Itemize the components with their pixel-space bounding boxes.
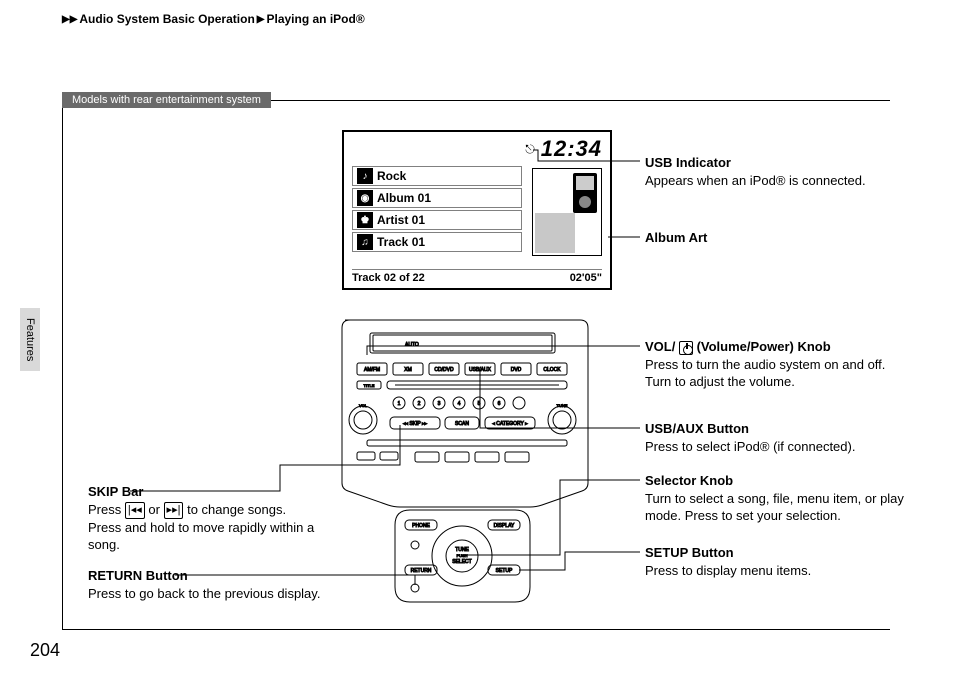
callout-body: Press |◂◂ or ▸▸| to change songs.: [88, 501, 318, 519]
svg-text:5: 5: [478, 401, 481, 407]
genre-label: Rock: [377, 169, 406, 183]
callout-usb-indicator: USB Indicator Appears when an iPod® is c…: [645, 154, 866, 189]
artist-icon: ♚: [357, 212, 373, 228]
album-art-image: [535, 213, 575, 253]
display-screen: ⎋ 12:34 ♪ Rock ◉ Album 01 ♚ Artist 01 ♫ …: [342, 130, 612, 290]
svg-text:SELECT: SELECT: [452, 559, 471, 565]
usb-icon: ⎋: [525, 142, 535, 157]
svg-text:USB/AUX: USB/AUX: [469, 367, 492, 373]
callout-album-art: Album Art: [645, 229, 707, 247]
svg-text:PHONE: PHONE: [412, 523, 430, 529]
model-label: Models with rear entertainment system: [62, 92, 271, 108]
svg-text:6: 6: [498, 401, 501, 407]
svg-text:TITLE: TITLE: [364, 383, 375, 388]
head-unit: AUTO AM/FM XM CD/DVD USB/AUX DVD CLOCK T…: [315, 315, 610, 610]
track-icon: ♫: [357, 234, 373, 250]
callout-body: Turn to adjust the volume.: [645, 373, 885, 391]
callout-usb-aux: USB/AUX Button Press to select iPod® (if…: [645, 420, 855, 455]
svg-text:SETUP: SETUP: [496, 568, 513, 574]
track-label: Track 01: [377, 235, 425, 249]
svg-text:2: 2: [418, 401, 421, 407]
page-number: 204: [30, 640, 60, 661]
callout-title: USB Indicator: [645, 154, 866, 172]
row-artist: ♚ Artist 01: [352, 210, 522, 230]
svg-text:DVD: DVD: [511, 367, 522, 373]
album-art-panel: [532, 168, 602, 256]
skip-fwd-icon: ▸▸|: [164, 502, 184, 519]
svg-text:◂◂ SKIP ▸▸: ◂◂ SKIP ▸▸: [403, 421, 428, 427]
callout-title: Album Art: [645, 229, 707, 247]
svg-text:AM/FM: AM/FM: [364, 367, 380, 373]
callout-body: Press to display menu items.: [645, 562, 811, 580]
svg-text:VOL: VOL: [359, 403, 368, 408]
callout-vol-knob: VOL/ (Volume/Power) Knob Press to turn t…: [645, 338, 885, 391]
svg-text:SCAN: SCAN: [455, 421, 469, 427]
breadcrumb-section-1: Audio System Basic Operation: [79, 12, 254, 26]
track-elapsed: 02'05": [570, 272, 602, 284]
callout-title: RETURN Button: [88, 567, 320, 585]
row-genre: ♪ Rock: [352, 166, 522, 186]
row-track: ♫ Track 01: [352, 232, 522, 252]
row-album: ◉ Album 01: [352, 188, 522, 208]
callout-skip-bar: SKIP Bar Press |◂◂ or ▸▸| to change song…: [88, 483, 318, 554]
svg-text:DISPLAY: DISPLAY: [494, 523, 515, 529]
svg-text:RETURN: RETURN: [411, 568, 432, 574]
track-counter: Track 02 of 22: [352, 272, 425, 284]
callout-body: Appears when an iPod® is connected.: [645, 172, 866, 190]
callout-title: VOL/ (Volume/Power) Knob: [645, 338, 885, 356]
side-tab-features: Features: [20, 308, 40, 371]
breadcrumb: ▶▶ Audio System Basic Operation ▶ Playin…: [62, 12, 365, 26]
album-icon: ◉: [357, 190, 373, 206]
chevron-icon: ▶: [257, 14, 265, 25]
ipod-icon: [573, 173, 597, 213]
callout-title: SETUP Button: [645, 544, 811, 562]
clock-time: 12:34: [541, 136, 602, 162]
svg-text:4: 4: [458, 401, 461, 407]
callout-title: SKIP Bar: [88, 483, 318, 501]
callout-body: Turn to select a song, file, menu item, …: [645, 490, 905, 525]
svg-text:1: 1: [398, 401, 401, 407]
callout-title: Selector Knob: [645, 472, 905, 490]
auto-label: AUTO: [405, 342, 419, 348]
artist-label: Artist 01: [377, 213, 425, 227]
svg-text:PUSH: PUSH: [456, 553, 467, 558]
svg-text:3: 3: [438, 401, 441, 407]
callout-selector-knob: Selector Knob Turn to select a song, fil…: [645, 472, 905, 525]
svg-text:CLOCK: CLOCK: [543, 367, 561, 373]
svg-text:XM: XM: [404, 367, 412, 373]
genre-icon: ♪: [357, 168, 373, 184]
callout-body: Press to go back to the previous display…: [88, 585, 320, 603]
breadcrumb-section-2: Playing an iPod®: [266, 12, 364, 26]
callout-body: Press and hold to move rapidly within a …: [88, 519, 318, 554]
power-icon: [679, 341, 693, 355]
callout-body: Press to turn the audio system on and of…: [645, 356, 885, 374]
svg-text:◂ CATEGORY ▸: ◂ CATEGORY ▸: [492, 421, 528, 427]
album-label: Album 01: [377, 191, 431, 205]
callout-body: Press to select iPod® (if connected).: [645, 438, 855, 456]
skip-back-icon: |◂◂: [125, 502, 145, 519]
callout-title: USB/AUX Button: [645, 420, 855, 438]
callout-setup-button: SETUP Button Press to display menu items…: [645, 544, 811, 579]
callout-return-button: RETURN Button Press to go back to the pr…: [88, 567, 320, 602]
svg-text:TUNE: TUNE: [557, 403, 568, 408]
svg-text:CD/DVD: CD/DVD: [434, 367, 454, 373]
chevron-icon: ▶▶: [62, 14, 77, 25]
